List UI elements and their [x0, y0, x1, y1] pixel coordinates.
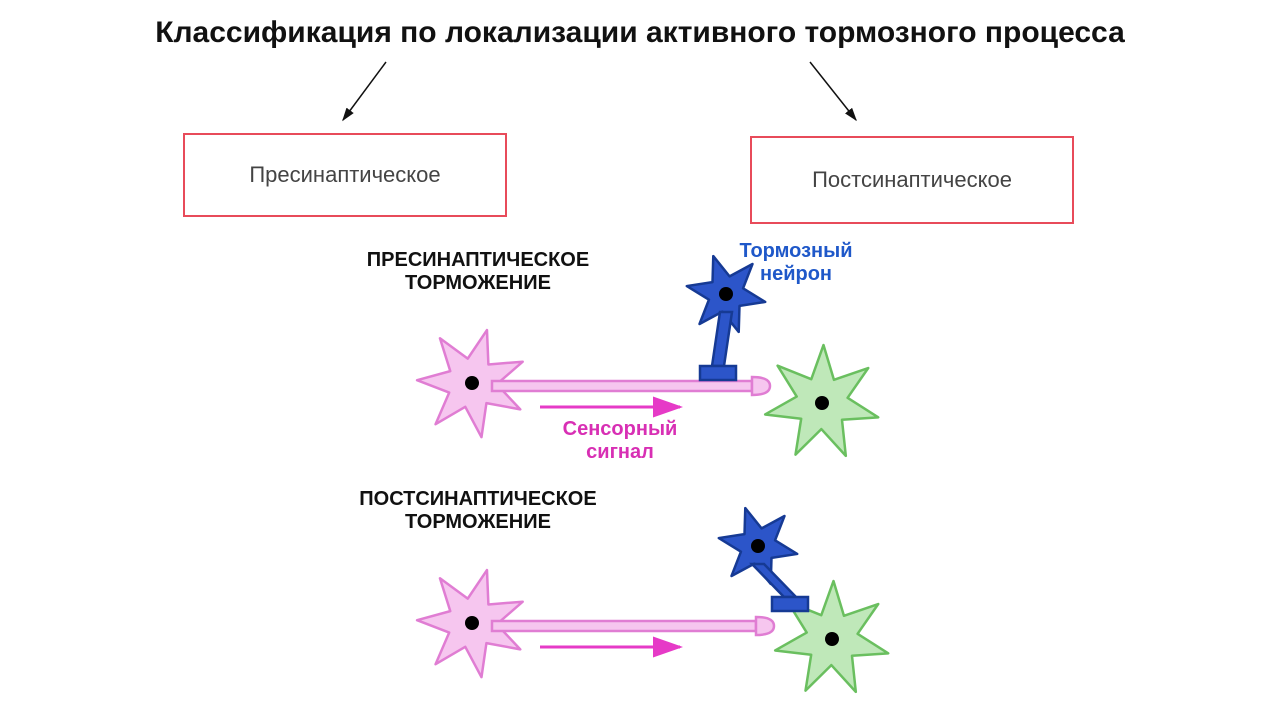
label-inhibitory-neuron: Тормозный нейрон — [676, 240, 916, 286]
box-presynaptic-label: Пресинаптическое — [249, 162, 440, 188]
section-title-presynaptic-line1: ПРЕСИНАПТИЧЕСКОЕ — [367, 249, 589, 271]
section-title-postsynaptic-line2: ТОРМОЖЕНИЕ — [405, 511, 551, 533]
page-title: Классификация по локализации активного т… — [0, 16, 1280, 50]
box-presynaptic: Пресинаптическое — [183, 133, 507, 217]
diagram-stage: Классификация по локализации активного т… — [0, 0, 1280, 720]
section-title-presynaptic: ПРЕСИНАПТИЧЕСКОЕ ТОРМОЖЕНИЕ — [278, 249, 678, 295]
section-title-postsynaptic-line1: ПОСТСИНАПТИЧЕСКОЕ — [359, 488, 596, 510]
label-sensory-signal-line2: сигнал — [586, 441, 654, 463]
label-sensory-signal: Сенсорный сигнал — [500, 418, 740, 464]
label-inhibitory-neuron-line2: нейрон — [760, 263, 832, 285]
label-inhibitory-neuron-line1: Тормозный — [739, 240, 852, 262]
box-postsynaptic: Постсинаптическое — [750, 136, 1074, 224]
diagram-svg — [0, 0, 1280, 720]
label-sensory-signal-line1: Сенсорный — [563, 418, 678, 440]
section-title-presynaptic-line2: ТОРМОЖЕНИЕ — [405, 272, 551, 294]
box-postsynaptic-label: Постсинаптическое — [812, 167, 1012, 193]
section-title-postsynaptic: ПОСТСИНАПТИЧЕСКОЕ ТОРМОЖЕНИЕ — [278, 488, 678, 534]
